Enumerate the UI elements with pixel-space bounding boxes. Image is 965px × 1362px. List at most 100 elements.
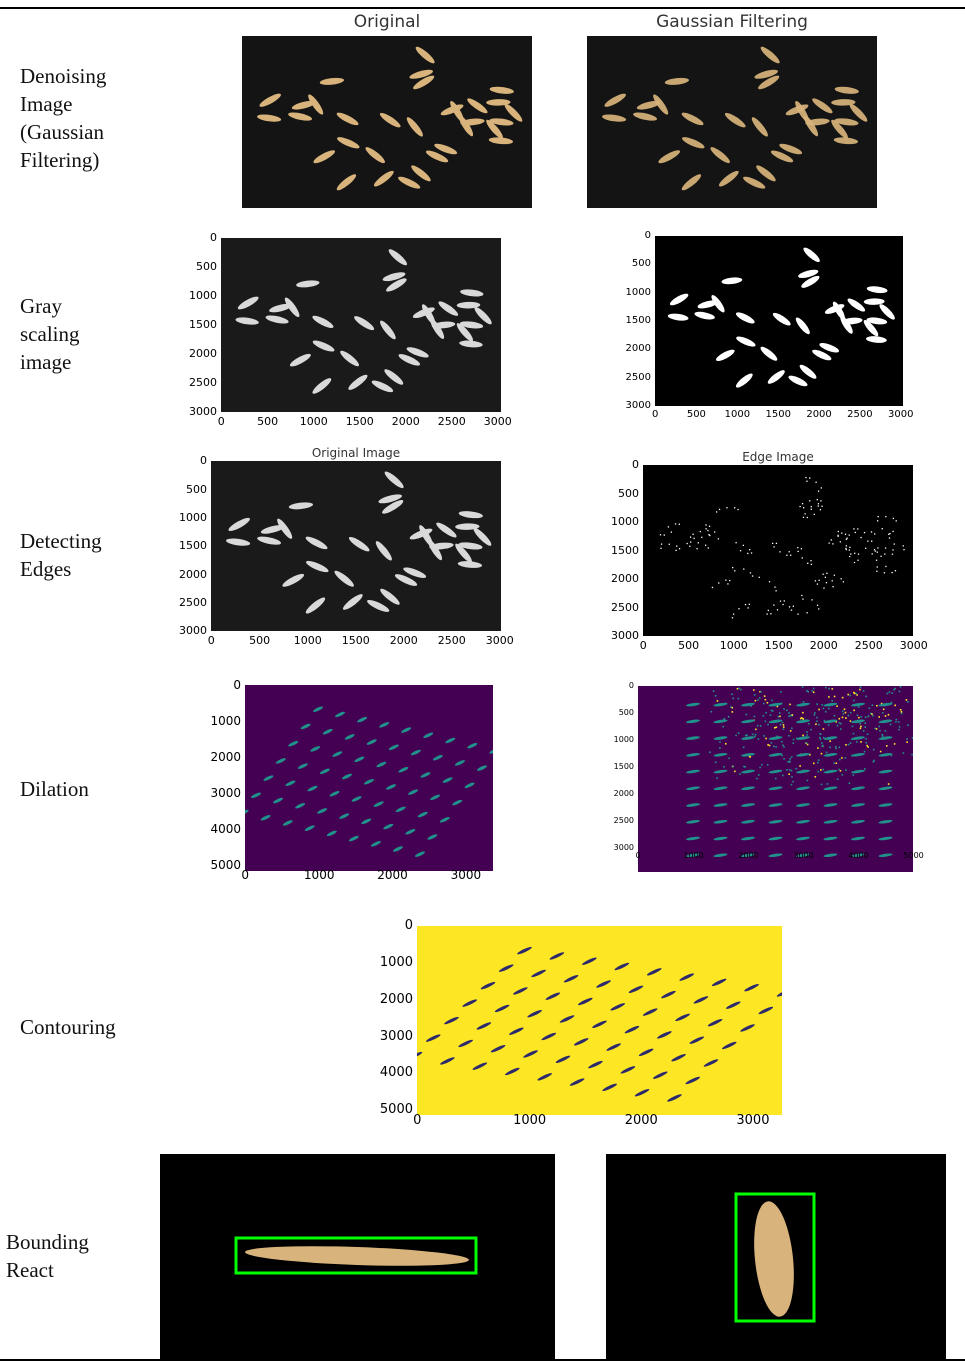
noise-pixel: [816, 720, 818, 723]
top-rule: [0, 7, 965, 9]
noise-pixel: [768, 744, 771, 747]
rice-grain: [772, 312, 791, 326]
grain-blob: [364, 778, 374, 785]
y-tick-label: 2000: [189, 347, 217, 361]
noise-pixel: [771, 699, 773, 702]
grain-blob: [430, 794, 441, 801]
noise-pixel: [732, 697, 734, 700]
rice-grain: [334, 570, 354, 587]
noise-pixel: [857, 706, 860, 708]
noise-pixel: [789, 758, 792, 760]
edge-pixel: [845, 538, 848, 540]
edge-pixel: [715, 511, 718, 513]
grain-blob: [851, 853, 865, 858]
noise-pixel: [762, 715, 765, 717]
rice-grain: [751, 117, 768, 137]
grain-blob: [319, 768, 330, 775]
rice-grain: [440, 104, 464, 116]
edge-pixel: [837, 530, 839, 533]
y-tick-label: 500: [186, 482, 207, 496]
x-tick-label: 0: [639, 639, 647, 652]
noise-pixel: [760, 690, 762, 693]
grain-blob: [440, 1057, 455, 1065]
edge-pixel: [853, 561, 856, 564]
edge-pixel: [876, 570, 878, 572]
noise-pixel: [895, 721, 897, 723]
noise-pixel: [841, 757, 843, 759]
noise-pixel: [838, 768, 840, 771]
grain-blob: [667, 1094, 682, 1102]
edge-pixel: [731, 617, 734, 619]
edge-pixel: [692, 533, 694, 535]
noise-pixel: [819, 733, 822, 735]
noise-pixel: [863, 750, 866, 753]
grain-blob: [823, 753, 838, 757]
noise-pixel: [795, 767, 798, 770]
noise-pixel: [853, 692, 856, 695]
edge-pixel: [845, 548, 847, 551]
gray-original-plot: [221, 238, 501, 412]
grain-blob: [464, 782, 475, 789]
grain-blob: [878, 736, 893, 740]
noise-pixel: [836, 705, 838, 707]
rice-grain: [438, 301, 459, 316]
noise-pixel: [839, 728, 842, 730]
grain-blob: [480, 981, 496, 990]
y-tick-label: 3000: [179, 624, 207, 638]
noise-pixel: [723, 766, 725, 768]
noise-pixel: [868, 707, 871, 710]
edge-pixel: [821, 505, 823, 507]
rice-grain: [371, 380, 394, 393]
edge-pixel: [743, 568, 745, 570]
grain-blob: [537, 1073, 553, 1081]
edge-pixel: [884, 547, 887, 549]
grain-blob: [713, 769, 728, 774]
noise-pixel: [813, 714, 816, 716]
rice-grain: [721, 277, 743, 285]
grain-blob: [689, 1036, 705, 1044]
noise-pixel: [786, 709, 788, 712]
grain-blob: [851, 820, 865, 824]
edge-pixel: [880, 555, 882, 557]
grain-blob: [796, 719, 810, 724]
edge-pixel: [848, 534, 850, 536]
noise-pixel: [779, 723, 782, 726]
rice-grain: [434, 143, 458, 155]
edge-pixel: [839, 541, 841, 543]
rice-grain: [384, 369, 404, 385]
noise-pixel: [764, 698, 767, 701]
grain-blob: [376, 761, 387, 768]
rice-grain: [812, 349, 832, 361]
edge-pixel: [903, 548, 905, 551]
grain-blob: [313, 706, 324, 712]
rice-grain: [436, 522, 457, 538]
noise-pixel: [821, 744, 824, 747]
y-tick-label: 1000: [189, 289, 217, 303]
noise-pixel: [745, 713, 748, 716]
noise-pixel: [807, 690, 810, 693]
rice-grain: [467, 98, 488, 114]
rice-grain: [336, 137, 360, 149]
edge-pixel: [837, 534, 839, 536]
grain-blob: [878, 820, 893, 824]
edge-pixel: [860, 536, 862, 539]
grain-blob: [304, 825, 315, 831]
edge-pixel: [830, 539, 832, 541]
grain-blob: [307, 785, 318, 792]
edge-pixel: [837, 535, 839, 537]
rice-grain: [288, 502, 314, 510]
grain-blob: [569, 1078, 585, 1086]
edge-pixel: [786, 554, 788, 556]
grain-blob: [282, 820, 293, 826]
noise-pixel: [762, 702, 765, 705]
rice-grain: [378, 494, 402, 504]
edge-pixel: [732, 566, 734, 569]
noise-pixel: [766, 701, 769, 704]
noise-pixel: [882, 708, 885, 711]
grain-blob: [741, 820, 755, 824]
edge-pixel: [809, 500, 811, 502]
grain-blob: [686, 736, 700, 740]
noise-pixel: [791, 776, 793, 778]
grain-blob: [326, 830, 337, 837]
grain-blob: [275, 758, 286, 764]
